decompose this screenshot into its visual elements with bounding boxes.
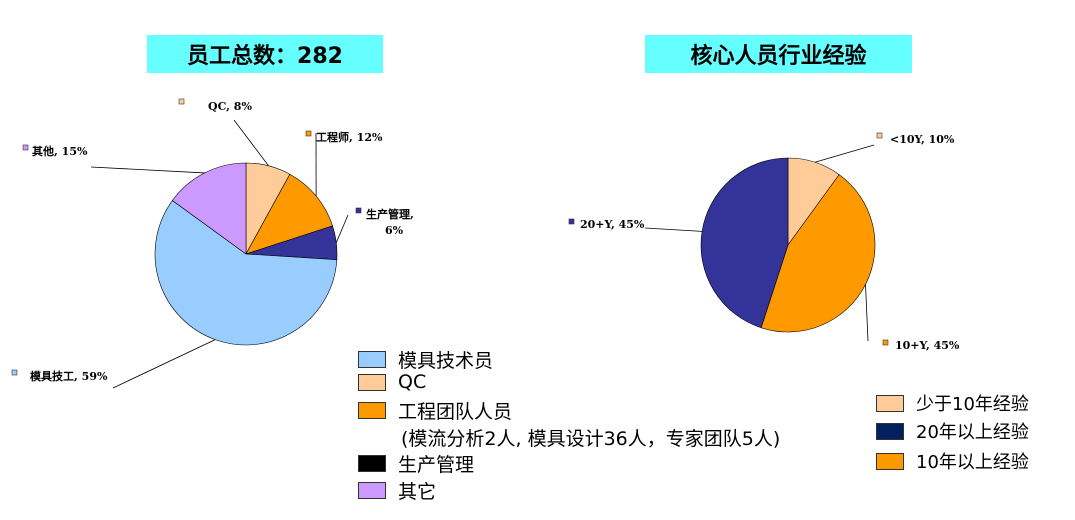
legend1-item-engineering: 工程团队人员 [358, 397, 512, 424]
data-label: 模具技工, 59% [30, 369, 108, 383]
legend-label: 20年以上经验 [916, 422, 1029, 443]
pie-slice [171, 162, 247, 255]
legend-swatch [358, 351, 386, 368]
legend-swatch [876, 422, 904, 440]
data-label: 生产管理, [366, 207, 414, 221]
data-label-marker [876, 132, 883, 139]
legend-swatch [876, 394, 904, 412]
data-label-marker [22, 144, 29, 151]
legend-swatch [876, 452, 904, 470]
chart1-title: 员工总数：282 [147, 35, 383, 73]
data-label: 10+Y, 45% [895, 339, 960, 352]
legend1-note: (模流分析2人, 模具设计36人，专家团队5人) [401, 428, 781, 450]
leader-line [112, 339, 216, 389]
legend2-item-under-10y: 少于10年经验 [876, 390, 1029, 416]
legend-label: 其它 [398, 481, 437, 503]
leader-line [814, 144, 875, 163]
data-label: 6% [385, 224, 404, 237]
data-label-marker [305, 130, 312, 137]
data-label: 20+Y, 45% [580, 218, 645, 231]
legend-label: 生产管理 [398, 454, 475, 476]
legend-swatch [358, 402, 386, 419]
legend-label: 模具技术员 [398, 350, 494, 372]
pie-chart-experience: <10Y, 10% 10+Y, 45% 20+Y, 45% [568, 132, 960, 352]
pie-slice [154, 200, 338, 346]
data-label-marker [11, 369, 18, 376]
leader-line [644, 227, 703, 232]
data-label-marker [568, 218, 575, 225]
data-label: 工程师, 12% [316, 130, 383, 144]
leader-line [865, 284, 869, 342]
legend2-item-10y-plus: 10年以上经验 [876, 448, 1029, 474]
pie-chart-staff: QC, 8% 工程师, 12% 生产管理, 6% 模具技工, 59% 其他, 15% [11, 98, 414, 389]
legend-label: 10年以上经验 [916, 452, 1029, 473]
legend2-item-20y-plus: 20年以上经验 [876, 418, 1029, 444]
legend1-item-mold-technician: 模具技术员 [358, 346, 493, 373]
legend-label: 工程团队人员 [398, 401, 513, 423]
data-label: 其他, 15% [32, 144, 88, 158]
pie-slice [245, 173, 333, 255]
leader-line [233, 119, 269, 167]
legend1-item-production: 生产管理 [358, 450, 474, 477]
leader-line [90, 166, 205, 174]
data-label-marker [178, 98, 185, 105]
data-label-marker [882, 339, 889, 346]
leader-line [335, 214, 349, 243]
pie-slice [760, 174, 876, 333]
legend1-item-qc: QC [358, 371, 426, 393]
data-label: <10Y, 10% [890, 133, 955, 146]
legend-label: QC [398, 371, 427, 393]
legend-swatch [358, 482, 386, 499]
data-label: QC, 8% [208, 100, 252, 113]
legend-swatch [358, 455, 386, 472]
legend-label: 少于10年经验 [916, 394, 1029, 415]
data-label-marker [355, 207, 362, 214]
pie-slice [700, 157, 789, 329]
legend1-item-other: 其它 [358, 477, 436, 504]
chart2-title: 核心人员行业经验 [645, 35, 912, 73]
legend-swatch [358, 373, 386, 391]
